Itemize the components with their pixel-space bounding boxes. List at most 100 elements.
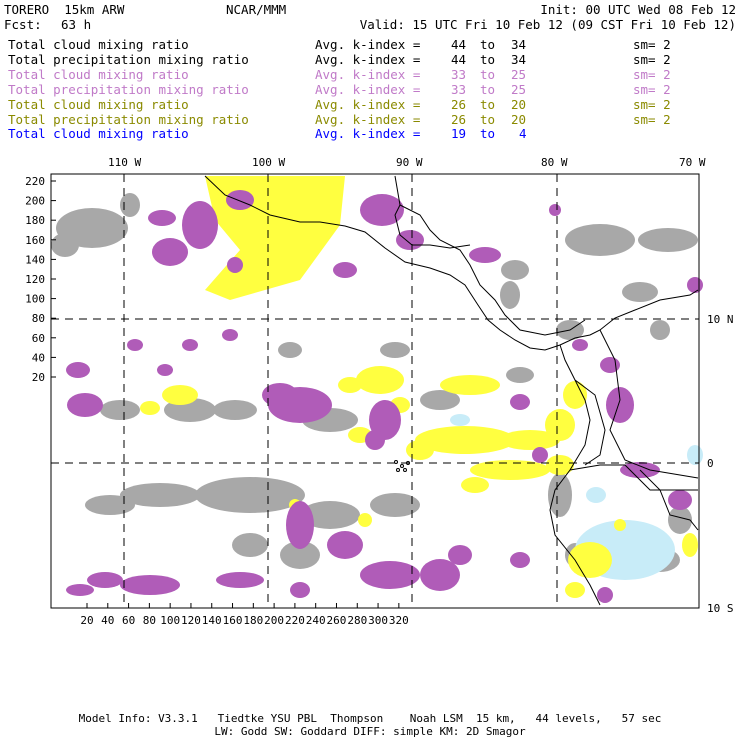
- init-time: Init: 00 UTC Wed 08 Feb 12: [540, 2, 736, 17]
- gray-cloud-area: [213, 400, 257, 420]
- yellow-cloud-area: [440, 375, 500, 395]
- gray-cloud-area: [622, 282, 658, 302]
- legend-avg-label: Avg. k-index =: [315, 66, 421, 82]
- longitude-label: 90 W: [396, 156, 423, 169]
- yellow-cloud-area: [545, 409, 575, 441]
- purple-cloud-area: [687, 277, 703, 293]
- legend-field-name: Total precipitation mixing ratio: [8, 51, 249, 67]
- purple-cloud-area: [262, 383, 298, 407]
- latitude-label: 10 S: [707, 602, 734, 615]
- yellow-cloud-area: [162, 385, 198, 405]
- legend-to: to: [480, 37, 496, 52]
- gray-cloud-area: [100, 400, 140, 420]
- purple-cloud-area: [532, 447, 548, 463]
- legend-avg-label: Avg. k-index =: [315, 111, 421, 127]
- purple-cloud-area: [66, 584, 94, 596]
- purple-cloud-area: [157, 364, 173, 376]
- legend-smoothing: sm= 2: [633, 96, 671, 112]
- legend-to: to: [480, 66, 496, 82]
- forecast-hour: 63 h: [61, 17, 92, 32]
- legend-avg-label: Avg. k-index =: [315, 51, 421, 67]
- purple-cloud-area: [216, 572, 264, 588]
- model-info-line1: Model Info: V3.3.1 Tiedtke YSU PBL Thomp…: [78, 712, 662, 725]
- purple-cloud-area: [448, 545, 472, 565]
- legend-to: to: [480, 51, 496, 67]
- yellow-cloud-area: [682, 533, 698, 557]
- y-tick-label: 140: [25, 253, 45, 266]
- cloud-fields: [51, 176, 703, 603]
- legend-k-end: 25: [511, 66, 527, 82]
- legend-k-end: 20: [511, 96, 527, 112]
- forecast-label: Fcst:: [4, 17, 42, 32]
- purple-cloud-area: [290, 582, 310, 598]
- galapagos-island: [403, 468, 407, 472]
- yellow-cloud-area: [338, 377, 362, 393]
- yellow-cloud-area: [568, 542, 612, 578]
- purple-cloud-area: [67, 393, 103, 417]
- x-tick-label: 160: [223, 614, 243, 627]
- yellow-cloud-area: [358, 513, 372, 527]
- x-tick-label: 20: [80, 614, 93, 627]
- purple-cloud-area: [420, 559, 460, 591]
- y-tick-label: 100: [25, 293, 45, 306]
- gray-cloud-area: [370, 493, 420, 517]
- purple-cloud-area: [66, 362, 90, 378]
- purple-cloud-area: [396, 230, 424, 250]
- y-tick-label: 220: [25, 175, 45, 188]
- gray-cloud-area: [668, 506, 692, 534]
- gray-cloud-area: [232, 533, 268, 557]
- x-tick-label: 140: [202, 614, 222, 627]
- yellow-cloud-area: [470, 460, 550, 480]
- gray-cloud-area: [565, 224, 635, 256]
- purple-cloud-area: [668, 490, 692, 510]
- x-tick-label: 120: [181, 614, 201, 627]
- legend-k-end: 34: [511, 37, 527, 52]
- legend-smoothing: sm= 2: [633, 66, 671, 82]
- gray-cloud-area: [548, 473, 572, 517]
- valid-time: Valid: 15 UTC Fri 10 Feb 12 (09 CST Fri …: [359, 17, 736, 32]
- galapagos-island: [396, 468, 400, 472]
- x-tick-label: 200: [264, 614, 284, 627]
- purple-cloud-area: [152, 238, 188, 266]
- yellow-cloud-area: [500, 430, 560, 450]
- yellow-cloud-area: [563, 381, 587, 409]
- legend-smoothing: sm= 2: [633, 81, 671, 97]
- purple-cloud-area: [369, 400, 401, 440]
- legend-field-name: Total cloud mixing ratio: [8, 126, 189, 142]
- legend-k-start: 44: [451, 37, 467, 52]
- gray-cloud-area: [280, 541, 320, 569]
- yellow-cloud-area: [205, 176, 345, 300]
- longitude-label: 80 W: [541, 156, 568, 169]
- y-tick-label: 160: [25, 234, 45, 247]
- x-tick-label: 180: [243, 614, 263, 627]
- x-tick-label: 60: [122, 614, 135, 627]
- legend-k-start: 33: [451, 66, 467, 82]
- x-tick-label: 320: [389, 614, 409, 627]
- yellow-cloud-area: [461, 477, 489, 493]
- purple-cloud-area: [510, 552, 530, 568]
- legend-k-start: 19: [451, 126, 467, 142]
- legend-field-name: Total cloud mixing ratio: [8, 66, 189, 82]
- gray-cloud-area: [195, 477, 305, 513]
- inland-border: [639, 469, 699, 531]
- purple-cloud-area: [572, 339, 588, 351]
- purple-cloud-area: [549, 204, 561, 216]
- y-tick-label: 200: [25, 195, 45, 208]
- legend-k-end: 4: [519, 126, 527, 142]
- gray-cloud-area: [380, 342, 410, 358]
- legend-field-name: Total cloud mixing ratio: [8, 37, 189, 52]
- gray-cloud-area: [120, 193, 140, 217]
- gray-cloud-area: [85, 495, 135, 515]
- yellow-cloud-area: [356, 366, 404, 394]
- legend-to: to: [480, 126, 496, 142]
- yellow-cloud-area: [614, 519, 626, 531]
- longitude-label: 100 W: [252, 156, 285, 169]
- legend-to: to: [480, 96, 496, 112]
- interior-border: [599, 329, 699, 479]
- latitude-label: 0: [707, 457, 714, 470]
- gray-cloud-area: [278, 342, 302, 358]
- legend-to: to: [480, 111, 496, 127]
- galapagos-island: [394, 460, 398, 464]
- gray-cloud-area: [300, 501, 360, 529]
